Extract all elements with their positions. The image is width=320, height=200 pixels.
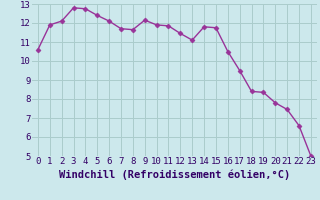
X-axis label: Windchill (Refroidissement éolien,°C): Windchill (Refroidissement éolien,°C): [59, 169, 290, 180]
